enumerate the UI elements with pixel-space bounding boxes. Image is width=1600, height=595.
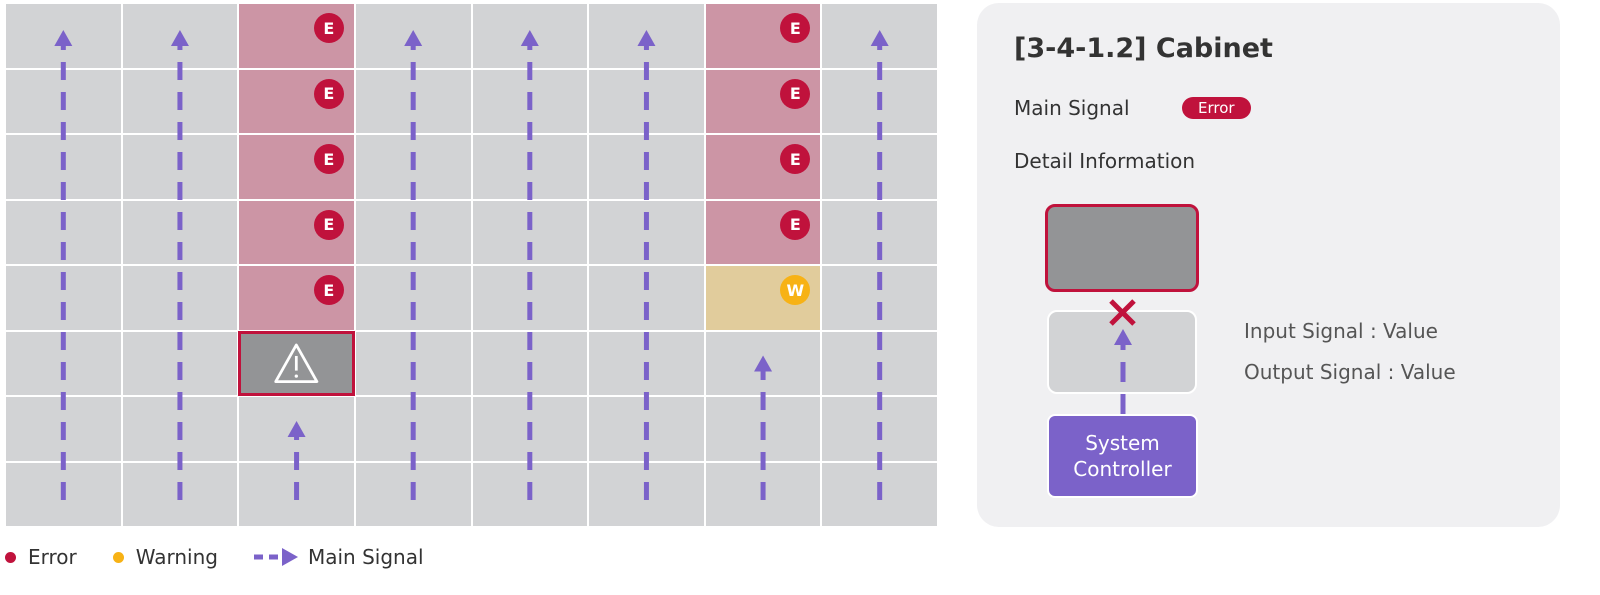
cabinet-cell-normal[interactable] <box>821 396 938 462</box>
cabinet-cell-normal[interactable] <box>588 265 705 331</box>
legend-main-signal-label: Main Signal <box>307 545 424 569</box>
cabinet-cell-error[interactable]: E <box>704 3 822 69</box>
cabinet-cell-normal[interactable] <box>354 461 472 527</box>
cabinet-cell-normal[interactable] <box>588 330 705 396</box>
error-badge: E <box>313 209 344 240</box>
faulty-cabinet-box <box>1045 204 1199 292</box>
cabinet-cell-normal[interactable] <box>588 134 705 200</box>
cabinet-cell-normal[interactable] <box>821 3 938 69</box>
cabinet-cell-normal[interactable] <box>354 134 472 200</box>
cabinet-cell-error[interactable]: E <box>704 68 822 134</box>
detail-panel: [3-4-1.2] Cabinet Main Signal Error Deta… <box>977 3 1560 527</box>
cabinet-cell-normal[interactable] <box>5 3 122 69</box>
error-badge: E <box>780 78 811 109</box>
cabinet-cell-normal[interactable] <box>354 330 472 396</box>
cabinet-cell-normal[interactable] <box>471 265 589 331</box>
cabinet-cell-normal[interactable] <box>704 396 822 462</box>
cabinet-cell-normal[interactable] <box>588 461 705 527</box>
legend-warning: Warning <box>112 545 218 569</box>
cabinet-cell-fault[interactable] <box>238 330 355 396</box>
cabinet-cell-error[interactable]: E <box>704 134 822 200</box>
cabinet-cell-normal[interactable] <box>5 134 122 200</box>
error-badge: E <box>313 275 344 305</box>
cabinet-cell-normal[interactable] <box>354 265 472 331</box>
status-badge: Error <box>1182 97 1251 119</box>
cabinet-cell-normal[interactable] <box>821 265 938 331</box>
cabinet-cell-normal[interactable] <box>5 199 122 265</box>
cabinet-cell-normal[interactable] <box>5 68 122 134</box>
cabinet-cell-normal[interactable] <box>471 3 589 69</box>
cabinet-cell-normal[interactable] <box>471 199 589 265</box>
cabinet-cell-normal[interactable] <box>471 134 589 200</box>
cabinet-cell-normal[interactable] <box>121 330 239 396</box>
cabinet-cell-normal[interactable] <box>121 396 239 462</box>
legend-error: Error <box>5 545 77 569</box>
cabinet-cell-normal[interactable] <box>238 396 355 462</box>
error-badge: E <box>313 13 344 43</box>
cabinet-cell-normal[interactable] <box>588 3 705 69</box>
cabinet-cell-error[interactable]: E <box>238 199 355 265</box>
error-badge: E <box>780 13 811 43</box>
cabinet-cell-normal[interactable] <box>354 68 472 134</box>
cabinet-cell-normal[interactable] <box>821 68 938 134</box>
cabinet-cell-normal[interactable] <box>354 396 472 462</box>
main-signal-label: Main Signal <box>1014 96 1130 120</box>
cabinet-cell-error[interactable]: E <box>704 199 822 265</box>
cabinet-cell-normal[interactable] <box>121 134 239 200</box>
cabinet-cell-normal[interactable] <box>821 461 938 527</box>
system-controller-box: System Controller <box>1047 414 1198 498</box>
warning-badge: W <box>780 275 811 305</box>
cabinet-cell-warning[interactable]: W <box>704 265 822 331</box>
cabinet-cell-normal[interactable] <box>238 461 355 527</box>
cabinet-cell-normal[interactable] <box>471 330 589 396</box>
cabinet-cell-normal[interactable] <box>704 461 822 527</box>
cabinet-cell-normal[interactable] <box>471 396 589 462</box>
dashed-arrow-icon <box>253 548 298 566</box>
cabinet-cell-normal[interactable] <box>821 134 938 200</box>
legend-main-signal: Main Signal <box>253 545 424 569</box>
cabinet-cell-normal[interactable] <box>821 330 938 396</box>
error-badge: E <box>313 144 344 174</box>
cabinet-cell-normal[interactable] <box>471 68 589 134</box>
cabinet-cell-normal[interactable] <box>704 330 822 396</box>
error-badge: E <box>780 144 811 174</box>
cabinet-cell-normal[interactable] <box>121 3 239 69</box>
detail-information-label: Detail Information <box>1014 149 1196 173</box>
output-signal-value: Output Signal : Value <box>1244 360 1456 384</box>
cabinet-cell-error[interactable]: E <box>238 134 355 200</box>
warning-triangle-icon <box>274 343 319 383</box>
cabinet-cell-error[interactable]: E <box>238 265 355 331</box>
cabinet-cell-normal[interactable] <box>121 461 239 527</box>
controller-label-line1: System <box>1085 431 1160 455</box>
cabinet-cell-normal[interactable] <box>121 265 239 331</box>
cabinet-cell-normal[interactable] <box>588 199 705 265</box>
cabinet-cell-normal[interactable] <box>821 199 938 265</box>
cabinet-grid: E E E E E E E E E W <box>5 3 938 527</box>
cabinet-box <box>1047 310 1197 394</box>
cabinet-cell-normal[interactable] <box>121 199 239 265</box>
cabinet-cell-normal[interactable] <box>588 68 705 134</box>
error-badge: E <box>313 78 344 109</box>
error-badge: E <box>780 209 811 240</box>
error-dot-icon <box>5 551 16 563</box>
cabinet-cell-normal[interactable] <box>5 461 122 527</box>
input-signal-value: Input Signal : Value <box>1244 319 1438 343</box>
cabinet-cell-normal[interactable] <box>354 199 472 265</box>
cabinet-cell-normal[interactable] <box>354 3 472 69</box>
cabinet-cell-normal[interactable] <box>588 396 705 462</box>
legend: Error Warning Main Signal <box>5 545 460 569</box>
legend-warning-label: Warning <box>135 545 218 569</box>
cabinet-cell-normal[interactable] <box>121 68 239 134</box>
cabinet-cell-normal[interactable] <box>5 330 122 396</box>
legend-error-label: Error <box>28 545 77 569</box>
cabinet-cell-normal[interactable] <box>471 461 589 527</box>
cabinet-cell-normal[interactable] <box>5 265 122 331</box>
cabinet-cell-normal[interactable] <box>5 396 122 462</box>
cabinet-cell-error[interactable]: E <box>238 68 355 134</box>
controller-label-line2: Controller <box>1073 457 1172 481</box>
warning-dot-icon <box>112 551 124 563</box>
cabinet-cell-error[interactable]: E <box>238 3 355 69</box>
panel-title: [3-4-1.2] Cabinet <box>1014 33 1273 64</box>
